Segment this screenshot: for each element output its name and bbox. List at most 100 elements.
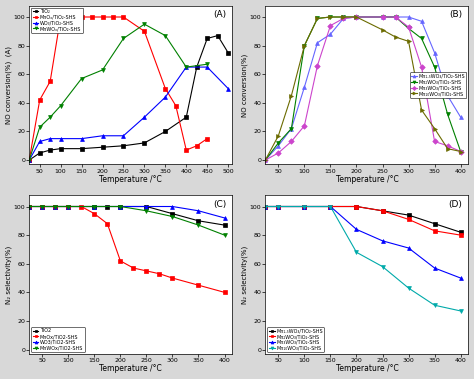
TiO₂ bbox=[27, 158, 32, 162]
Mn₁.₅WO₃/TiO₂-SHS bbox=[328, 204, 333, 209]
WO₃/TiO₂-SHS bbox=[120, 133, 126, 138]
TiO2 bbox=[222, 223, 228, 227]
Mn₁.₅WO₃/TiO₂-SHS bbox=[406, 15, 411, 19]
MnWOₓ/TiO₂-SHS bbox=[47, 115, 53, 119]
WO₃/TiO₂-SHS bbox=[183, 65, 189, 69]
Mn₁₀WO₃/TiO₂-SHS bbox=[341, 15, 346, 19]
Mn₃WO₃/TiO₂-SHS bbox=[406, 246, 411, 250]
Mn₂WO₃/TiO₂-SHS bbox=[458, 233, 464, 237]
Mn₁.₅WO₃/TiO₂-SHS bbox=[301, 85, 307, 89]
Mn₁₀WO₃/TiO₂-SHS bbox=[419, 108, 424, 112]
Mn₂WO₃/TiO₂-SHS bbox=[458, 149, 464, 154]
Y-axis label: NO conversion(%): NO conversion(%) bbox=[242, 53, 248, 117]
MnWOx/TiO2-SHS bbox=[27, 204, 32, 209]
MnWOₓ/TiO₂-SHS bbox=[142, 22, 147, 27]
Mn₁₀WO₃/TiO₂-SHS bbox=[380, 28, 385, 32]
MnWOx/TiO2-SHS bbox=[222, 233, 228, 237]
MnWOx/TiO2-SHS bbox=[144, 208, 149, 213]
MnOx/TiO2-SHS bbox=[170, 276, 175, 280]
Mn₃WO₃/TiO₂-SHS bbox=[458, 276, 464, 280]
Mn₃WO₃/TiO₂-SHS bbox=[315, 63, 320, 68]
Mn₂WO₃/TiO₂-SHS bbox=[419, 36, 424, 41]
Mn₁.₅WO₃/TiO₂-SHS bbox=[445, 94, 450, 98]
Mn₁₀WO₃/TiO₂-SHS bbox=[406, 286, 411, 290]
MnWOₓ/TiO₂-SHS bbox=[27, 158, 32, 162]
MnWOx/TiO2-SHS bbox=[91, 204, 97, 209]
Mn₂WO₃/TiO₂-SHS bbox=[354, 204, 359, 209]
MnOₓ/TiO₂-SHS bbox=[89, 15, 95, 19]
MnOₓ/TiO₂-SHS bbox=[163, 86, 168, 91]
X-axis label: Temperature /°C: Temperature /°C bbox=[336, 365, 398, 373]
Legend: TiO2, MnOx/TiO2-SHS, WO3/TiO2-SHS, MnWOx/TiO2-SHS: TiO2, MnOx/TiO2-SHS, WO3/TiO2-SHS, MnWOx… bbox=[31, 327, 85, 352]
MnOx/TiO2-SHS bbox=[65, 204, 71, 209]
Line: MnWOx/TiO2-SHS: MnWOx/TiO2-SHS bbox=[27, 205, 227, 237]
Mn₃WO₃/TiO₂-SHS bbox=[328, 204, 333, 209]
TiO₂ bbox=[47, 148, 53, 152]
Mn₁.₅WO₃/TiO₂-SHS bbox=[458, 230, 464, 235]
Line: Mn₁₀WO₃/TiO₂-SHS: Mn₁₀WO₃/TiO₂-SHS bbox=[264, 15, 463, 162]
Mn₂WO₃/TiO₂-SHS bbox=[406, 26, 411, 31]
Legend: Mn₁.₅WO₃/TiO₂-SHS, Mn₂WO₃/TiO₂-SHS, Mn₃WO₃/TiO₂-SHS, Mn₁₀WO₃/TiO₂-SHS: Mn₁.₅WO₃/TiO₂-SHS, Mn₂WO₃/TiO₂-SHS, Mn₃W… bbox=[410, 72, 466, 97]
Mn₁₀WO₃/TiO₂-SHS bbox=[458, 149, 464, 154]
Line: TiO2: TiO2 bbox=[27, 205, 227, 227]
Mn₃WO₃/TiO₂-SHS bbox=[341, 16, 346, 21]
Line: MnOₓ/TiO₂-SHS: MnOₓ/TiO₂-SHS bbox=[27, 15, 209, 162]
WO3/TiO2-SHS bbox=[118, 204, 123, 209]
MnOₓ/TiO₂-SHS bbox=[204, 136, 210, 141]
TiO2 bbox=[53, 204, 58, 209]
MnOₓ/TiO₂-SHS bbox=[58, 15, 64, 19]
Mn₂WO₃/TiO₂-SHS bbox=[263, 158, 268, 162]
Mn₂WO₃/TiO₂-SHS bbox=[328, 15, 333, 19]
WO3/TiO2-SHS bbox=[27, 204, 32, 209]
WO3/TiO2-SHS bbox=[222, 216, 228, 220]
TiO₂ bbox=[100, 145, 105, 149]
Line: MnOx/TiO2-SHS: MnOx/TiO2-SHS bbox=[27, 205, 227, 294]
Mn₃WO₃/TiO₂-SHS bbox=[380, 238, 385, 243]
Mn₁₀WO₃/TiO₂-SHS bbox=[354, 15, 359, 19]
MnWOₓ/TiO₂-SHS bbox=[79, 76, 84, 81]
MnOx/TiO2-SHS bbox=[144, 269, 149, 273]
Mn₂WO₃/TiO₂-SHS bbox=[406, 217, 411, 222]
Line: WO3/TiO2-SHS: WO3/TiO2-SHS bbox=[27, 205, 227, 220]
Mn₂WO₃/TiO₂-SHS bbox=[275, 204, 281, 209]
Mn₃WO₃/TiO₂-SHS bbox=[458, 149, 464, 154]
Mn₁₀WO₃/TiO₂-SHS bbox=[275, 204, 281, 209]
MnOx/TiO2-SHS bbox=[53, 204, 58, 209]
Mn₂WO₃/TiO₂-SHS bbox=[263, 204, 268, 209]
Mn₃WO₃/TiO₂-SHS bbox=[275, 204, 281, 209]
TiO₂ bbox=[204, 36, 210, 41]
MnWOx/TiO2-SHS bbox=[53, 204, 58, 209]
Mn₁₀WO₃/TiO₂-SHS bbox=[263, 204, 268, 209]
Mn₁₀WO₃/TiO₂-SHS bbox=[406, 39, 411, 44]
WO₃/TiO₂-SHS bbox=[47, 136, 53, 141]
TiO2 bbox=[196, 219, 201, 223]
MnOₓ/TiO₂-SHS bbox=[194, 144, 200, 148]
Mn₂WO₃/TiO₂-SHS bbox=[275, 141, 281, 145]
MnOₓ/TiO₂-SHS bbox=[37, 98, 43, 102]
TiO₂ bbox=[142, 141, 147, 145]
Mn₃WO₃/TiO₂-SHS bbox=[392, 15, 398, 19]
Mn₃WO₃/TiO₂-SHS bbox=[354, 15, 359, 19]
WO₃/TiO₂-SHS bbox=[58, 136, 64, 141]
Mn₁₀WO₃/TiO₂-SHS bbox=[380, 264, 385, 269]
Line: MnWOₓ/TiO₂-SHS: MnWOₓ/TiO₂-SHS bbox=[27, 22, 209, 162]
WO₃/TiO₂-SHS bbox=[204, 65, 210, 69]
Mn₁.₅WO₃/TiO₂-SHS bbox=[301, 204, 307, 209]
TiO2 bbox=[104, 204, 110, 209]
WO3/TiO2-SHS bbox=[39, 204, 45, 209]
Mn₁.₅WO₃/TiO₂-SHS bbox=[392, 15, 398, 19]
TiO₂ bbox=[37, 151, 43, 155]
Mn₁.₅WO₃/TiO₂-SHS bbox=[380, 208, 385, 213]
Mn₂WO₃/TiO₂-SHS bbox=[380, 15, 385, 19]
Mn₃WO₃/TiO₂-SHS bbox=[406, 25, 411, 29]
Mn₁.₅WO₃/TiO₂-SHS bbox=[275, 144, 281, 148]
Mn₂WO₃/TiO₂-SHS bbox=[301, 204, 307, 209]
Mn₁₀WO₃/TiO₂-SHS bbox=[328, 204, 333, 209]
MnOₓ/TiO₂-SHS bbox=[47, 79, 53, 84]
Line: Mn₁.₅WO₃/TiO₂-SHS: Mn₁.₅WO₃/TiO₂-SHS bbox=[264, 205, 463, 234]
Mn₁.₅WO₃/TiO₂-SHS bbox=[275, 204, 281, 209]
Mn₂WO₃/TiO₂-SHS bbox=[445, 112, 450, 117]
Mn₃WO₃/TiO₂-SHS bbox=[380, 15, 385, 19]
MnOx/TiO2-SHS bbox=[27, 204, 32, 209]
MnWOₓ/TiO₂-SHS bbox=[58, 103, 64, 108]
